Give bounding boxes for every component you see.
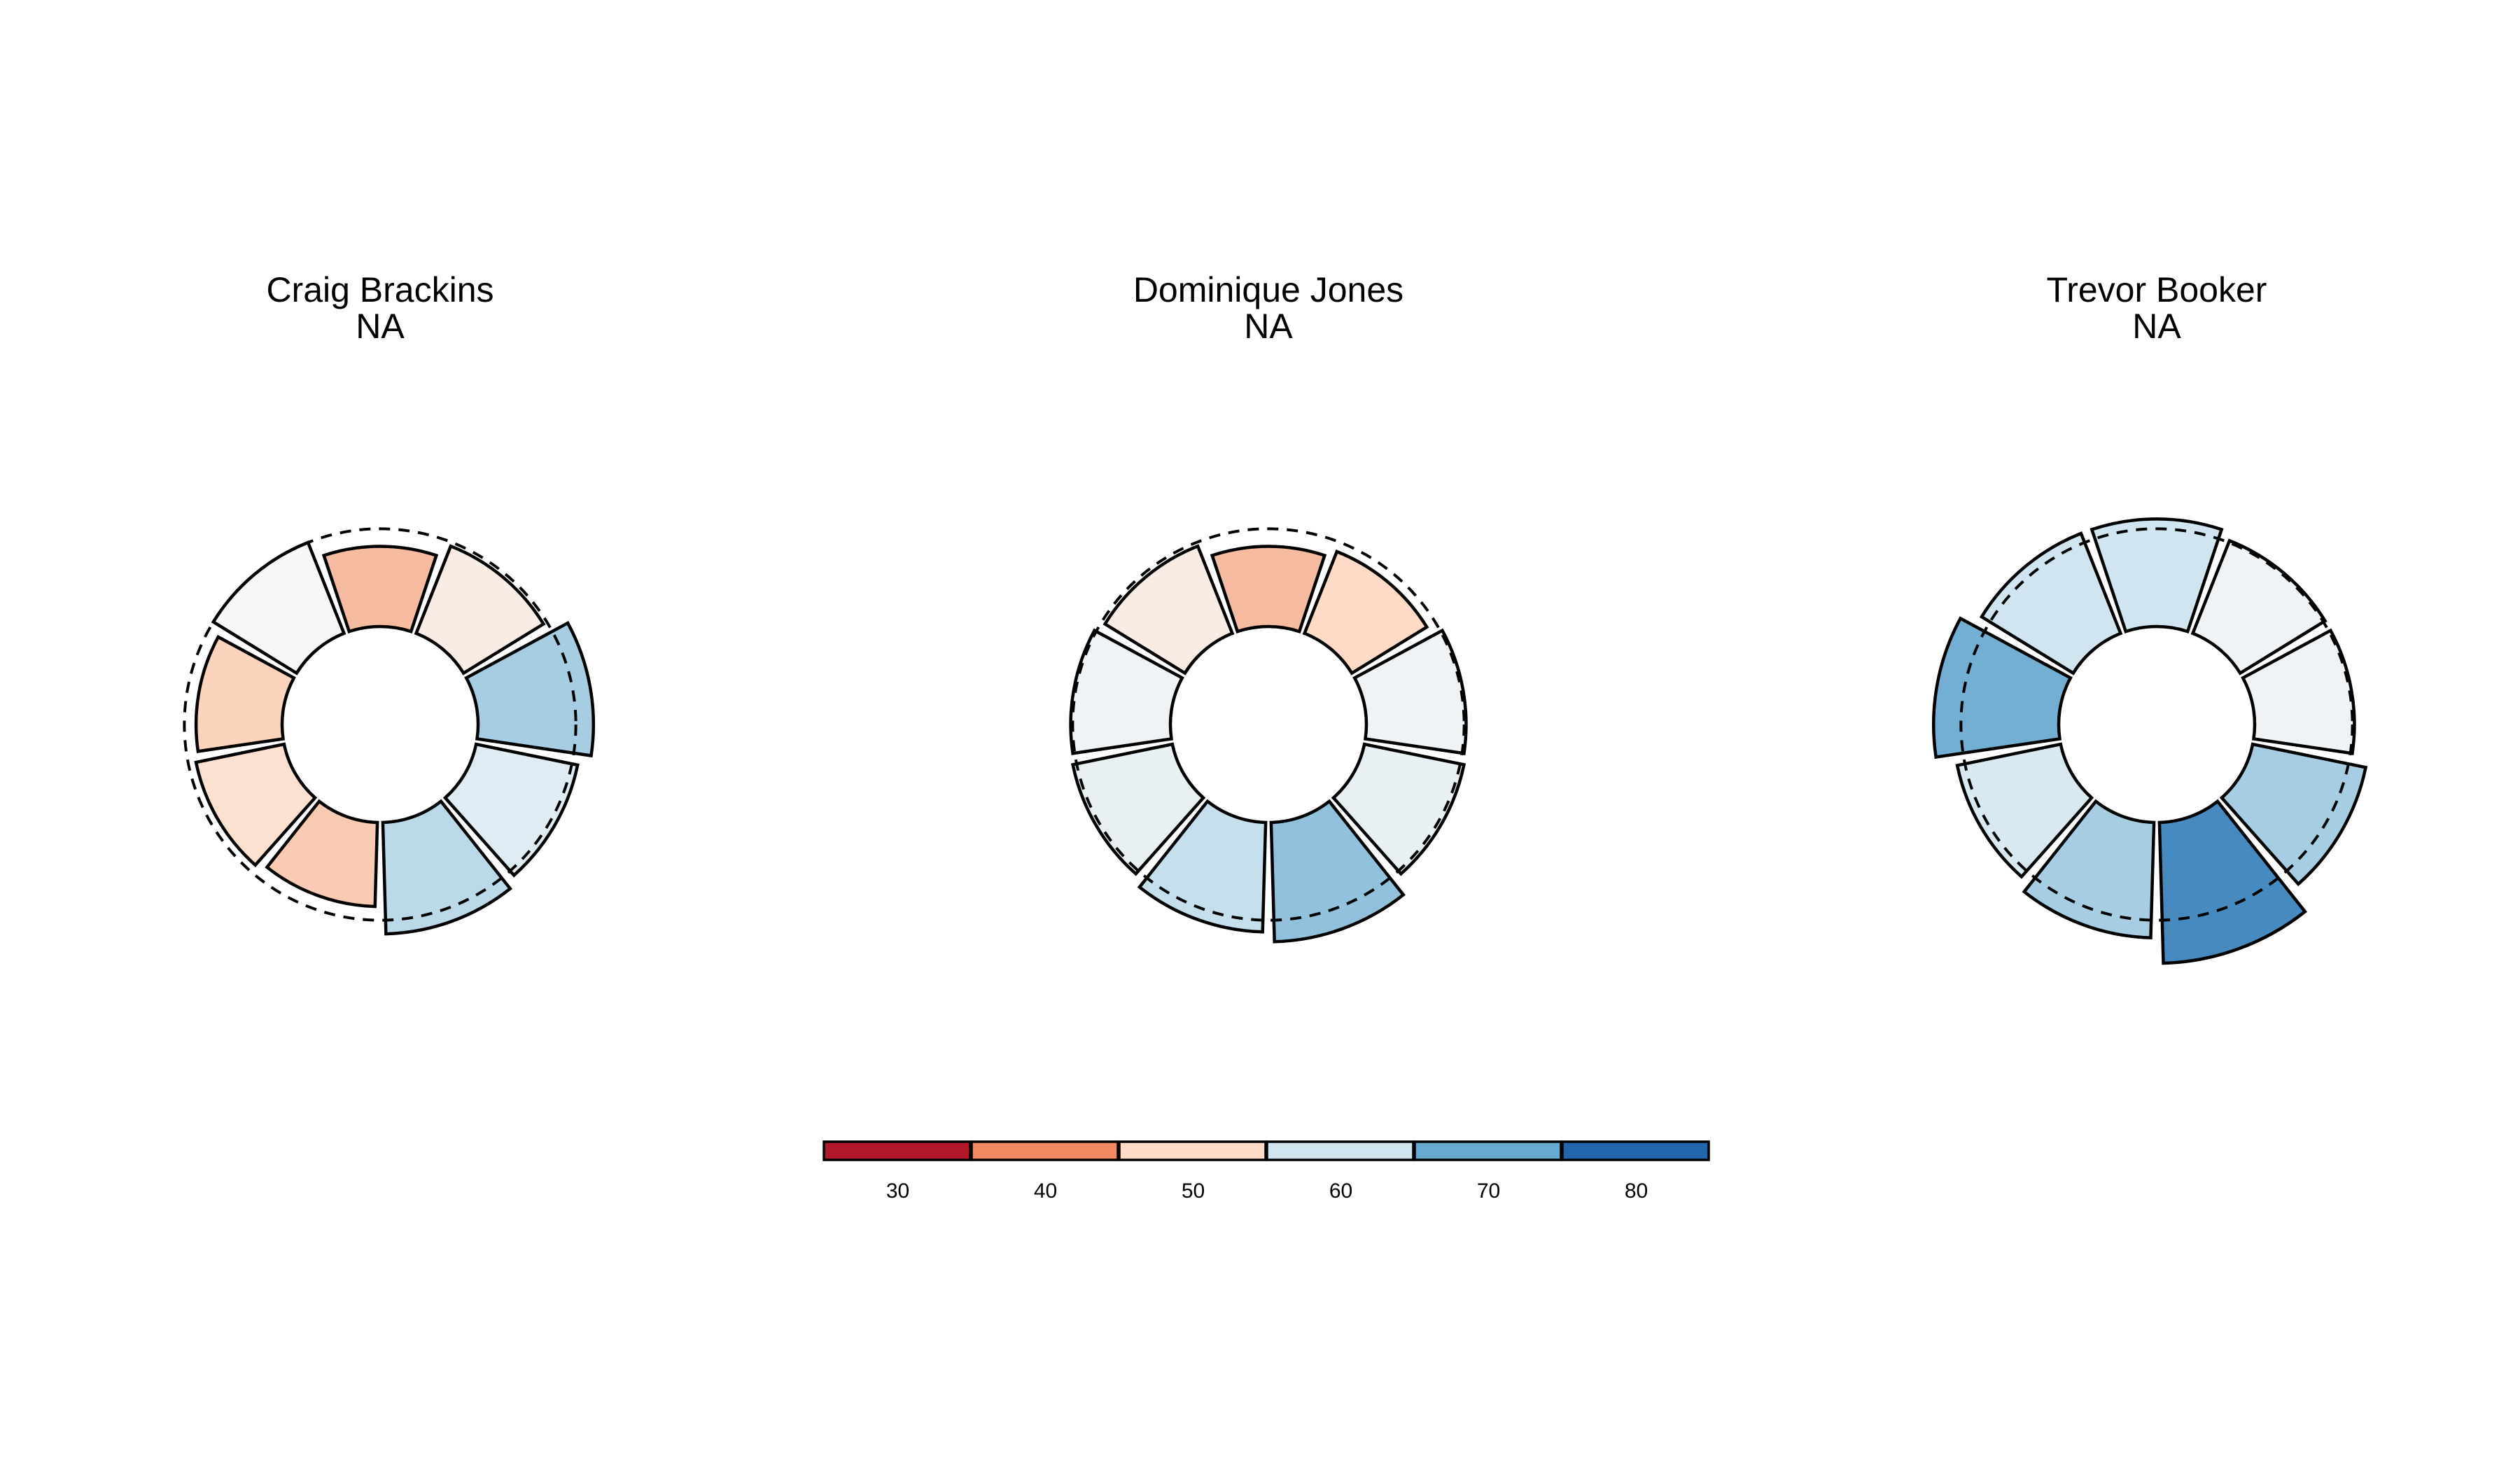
legend-tick-label: 30	[886, 1180, 909, 1203]
legend-tick-label: 40	[1034, 1180, 1057, 1203]
wedge-4	[2219, 742, 2368, 887]
wedge-7	[194, 742, 318, 867]
wedge-9	[1979, 531, 2123, 676]
wedge-3	[464, 620, 596, 758]
wedge-5	[1269, 799, 1406, 944]
legend-swatch-1	[822, 1140, 972, 1161]
average-circle	[1071, 527, 1466, 922]
panel-title: Dominique Jones	[1133, 270, 1404, 309]
wedge-7	[1955, 742, 2094, 879]
wedge-9	[1102, 544, 1235, 676]
wedge-4	[442, 742, 580, 878]
panel-title: Trevor Booker	[2047, 270, 2267, 309]
legend-swatch-6	[1561, 1140, 1710, 1161]
wedge-3	[2241, 628, 2356, 755]
panel-subtitle: NA	[2132, 307, 2181, 346]
legend-tick-label: 50	[1182, 1180, 1205, 1203]
wedge-5	[381, 799, 513, 936]
wedge-1	[321, 545, 439, 634]
wedge-3	[1352, 628, 1468, 755]
wedge-6	[265, 799, 379, 909]
wedge-7	[1070, 742, 1206, 876]
panel-subtitle: NA	[1244, 307, 1293, 346]
average-circle	[1959, 527, 2354, 922]
wedge-6	[2022, 799, 2156, 939]
legend-tick-label: 60	[1329, 1180, 1352, 1203]
legend-swatch-4	[1266, 1140, 1415, 1161]
panel-subtitle: NA	[356, 307, 405, 346]
wedge-2	[2190, 538, 2328, 676]
color-legend: 30 40 50 60 70 80	[822, 1140, 1710, 1203]
wedge-1	[1210, 545, 1327, 634]
legend-tick-label: 70	[1477, 1180, 1500, 1203]
wedge-4	[1331, 742, 1466, 876]
wedge-8	[194, 634, 296, 753]
wedge-5	[2157, 799, 2308, 965]
legend-swatch-5	[1413, 1140, 1562, 1161]
legend-swatch-2	[970, 1140, 1119, 1161]
wedge-8	[1069, 628, 1184, 755]
wedge-1	[2090, 517, 2224, 634]
legend-tick-label: 80	[1625, 1180, 1648, 1203]
wedge-2	[414, 544, 546, 676]
average-circle	[183, 527, 578, 922]
wedge-6	[1137, 799, 1268, 934]
legend-swatch-3	[1118, 1140, 1267, 1161]
wedge-8	[1932, 616, 2073, 760]
panel-title: Craig Brackins	[266, 270, 493, 309]
wedge-2	[1302, 550, 1429, 676]
